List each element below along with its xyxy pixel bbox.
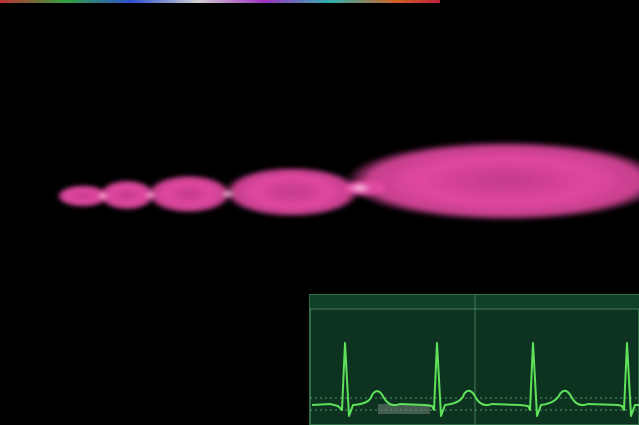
- node-glow: [346, 183, 374, 193]
- node-glow: [220, 190, 236, 198]
- lobe: [224, 167, 360, 217]
- node-glow: [97, 193, 109, 199]
- page: [0, 0, 639, 425]
- node-glow: [144, 192, 156, 198]
- ecg-monitor: [310, 295, 639, 425]
- lobe: [147, 175, 231, 213]
- color-strip: [0, 0, 440, 3]
- scene: [0, 0, 639, 425]
